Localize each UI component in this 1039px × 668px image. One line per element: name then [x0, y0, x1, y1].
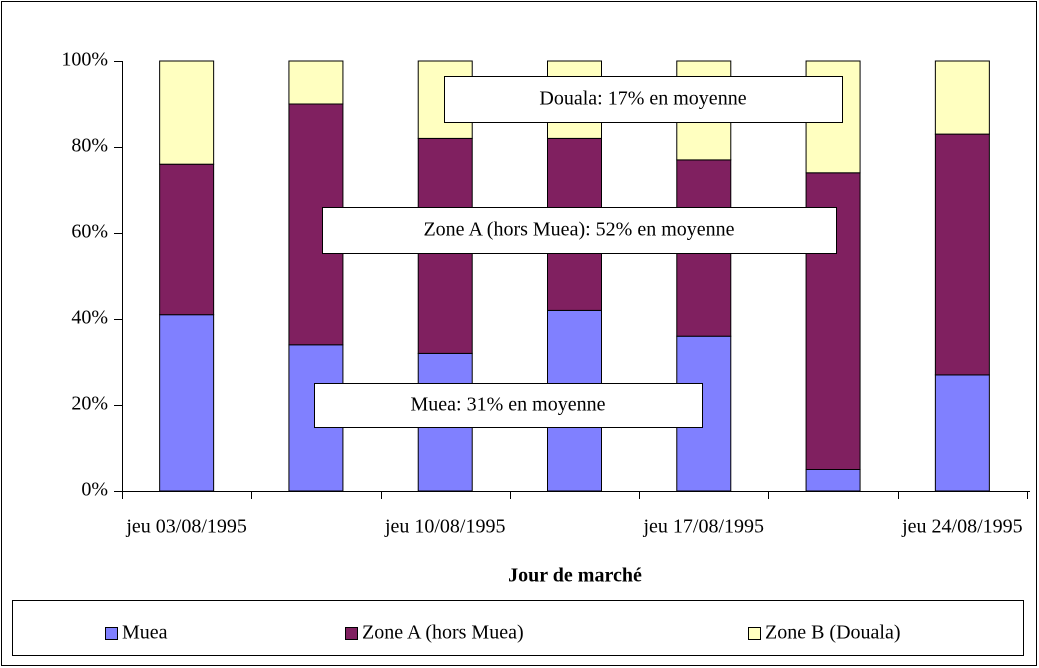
- legend-swatch: [105, 627, 118, 640]
- annotation-box: [444, 76, 843, 123]
- legend-label: Zone A (hors Muea): [362, 622, 524, 644]
- x-tick-label: jeu 17/08/1995: [643, 516, 765, 538]
- legend-label: Zone B (Douala): [765, 622, 901, 644]
- legend-label: Muea: [122, 622, 168, 644]
- bar-segment: [159, 163, 215, 316]
- y-tick-label: 100%: [61, 49, 108, 71]
- bar-segment: [159, 314, 215, 492]
- y-tick-label: 20%: [71, 393, 108, 415]
- annotation: Zone A (hors Muea): 52% en moyenne: [423, 219, 734, 241]
- legend-box: [12, 600, 1024, 656]
- x-axis-title: Jour de marché: [508, 565, 642, 587]
- bar-segment: [934, 133, 990, 376]
- y-tick-label: 80%: [71, 135, 108, 157]
- bar-segment: [159, 60, 215, 165]
- legend-swatch: [345, 627, 358, 640]
- x-tick-label: jeu 10/08/1995: [384, 516, 506, 538]
- bar-segment: [934, 60, 990, 135]
- annotation-box: [314, 383, 703, 428]
- annotation: Muea: 31% en moyenne: [411, 394, 606, 416]
- bar-segment: [805, 469, 861, 492]
- bar-segment: [288, 60, 344, 105]
- y-tick-label: 60%: [71, 221, 108, 243]
- annotation-box: [322, 207, 837, 254]
- annotation: Douala: 17% en moyenne: [539, 88, 746, 110]
- legend-swatch: [748, 627, 761, 640]
- x-tick-label: jeu 03/08/1995: [125, 516, 247, 538]
- y-tick-label: 0%: [81, 479, 108, 501]
- y-tick-label: 40%: [71, 307, 108, 329]
- x-tick-label: jeu 24/08/1995: [901, 516, 1023, 538]
- bar-segment: [934, 374, 990, 492]
